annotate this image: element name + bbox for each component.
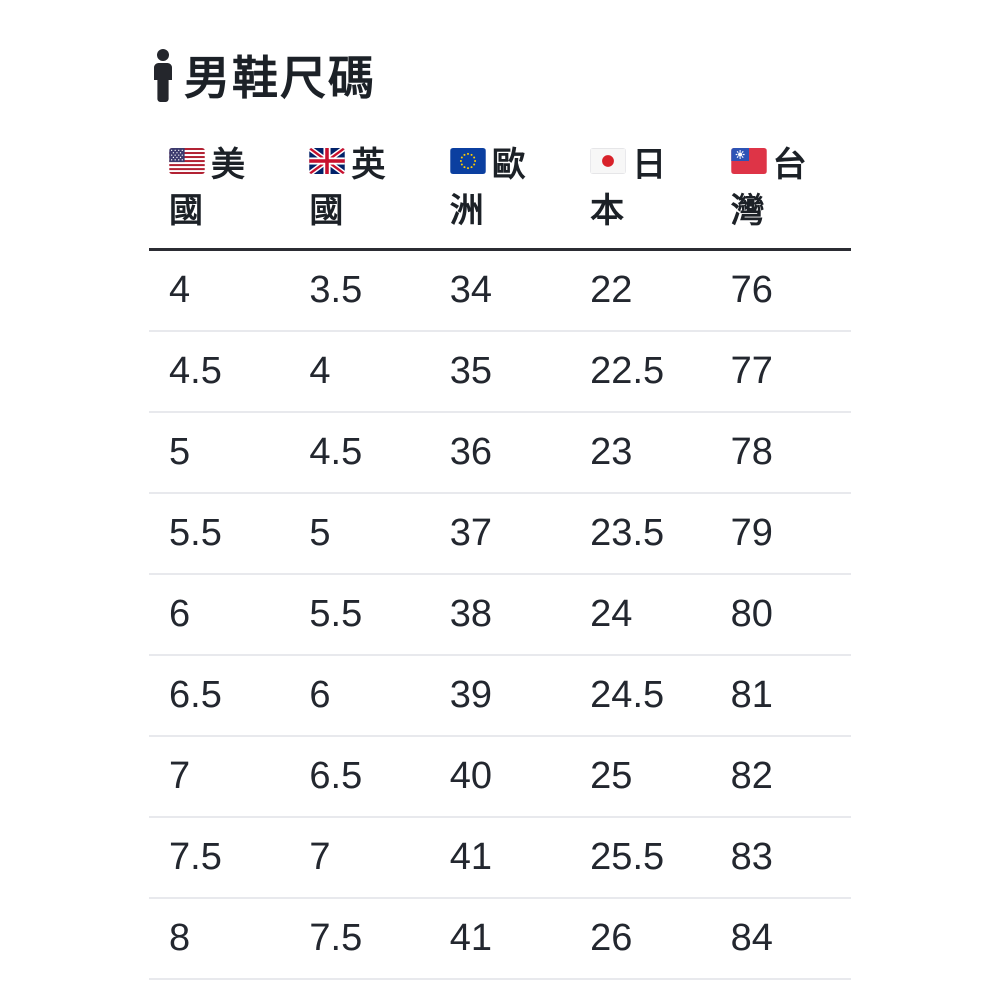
column-header-label: 國	[169, 192, 203, 230]
table-cell: 4	[289, 330, 430, 413]
column-header-label: 灣	[730, 192, 765, 230]
table-cell: 5.5	[149, 492, 290, 575]
table-cell: 22	[570, 249, 711, 332]
table-cell: 41	[429, 897, 571, 980]
table-row: 5 4.5 36 23 78	[149, 411, 851, 494]
table-cell: 80	[710, 573, 851, 656]
us-flag	[169, 148, 205, 174]
table-cell: 4.5	[289, 411, 430, 494]
column-header-label: 美	[211, 145, 245, 184]
table-cell: 25.5	[570, 816, 711, 899]
table-cell: 41	[429, 816, 571, 899]
table-cell: 83	[710, 816, 851, 899]
table-row: 4.5 4 35 22.5 77	[149, 330, 851, 413]
jp-flag	[590, 148, 626, 174]
tw-flag	[730, 148, 767, 174]
table-cell: 25	[570, 735, 711, 818]
table-row: 8 7.5 41 26 84	[149, 897, 851, 980]
eu-flag	[450, 148, 486, 174]
table-cell: 24.5	[570, 654, 711, 737]
table-cell: 38	[429, 573, 571, 656]
table-cell: 6.5	[149, 654, 290, 737]
table-row: 6.5 6 39 24.5 81	[149, 654, 851, 737]
section-title-text: 男鞋尺碼	[184, 52, 376, 104]
table-cell: 23.5	[570, 492, 711, 575]
column-header-tw: 台灣	[710, 136, 851, 251]
table-cell: 77	[710, 330, 851, 413]
table-cell: 5	[289, 492, 430, 575]
table-cell: 4	[149, 249, 290, 332]
table-cell: 26	[570, 897, 711, 980]
table-cell: 7.5	[289, 897, 430, 980]
table-cell: 5.5	[289, 573, 430, 656]
column-header-label: 日	[632, 145, 667, 184]
table-cell: 7.5	[149, 816, 290, 899]
column-header-uk: 英國	[289, 136, 430, 251]
table-cell: 8	[149, 897, 290, 980]
table-cell: 6	[149, 573, 290, 656]
table-cell: 6.5	[289, 735, 430, 818]
uk-flag	[309, 148, 346, 174]
size-table: 美國英國歐洲日本台灣 4 3.5 34 22 76 4.5 4 35 22.5 77 5 4.5 36 2…	[149, 136, 851, 980]
table-cell: 79	[710, 492, 851, 575]
column-header-jp: 日本	[570, 136, 711, 251]
column-header-label: 台	[772, 145, 807, 184]
size-chart-section: 男鞋尺碼 美國英國歐洲日本台灣 4 3.5 34 22 76 4.5 4 35 22.5 77 5 4…	[149, 0, 851, 980]
table-cell: 24	[570, 573, 711, 656]
header-row: 美國英國歐洲日本台灣	[149, 136, 851, 251]
column-header-label: 英	[351, 145, 386, 184]
column-header-label: 本	[590, 192, 625, 230]
table-row: 7 6.5 40 25 82	[149, 735, 851, 818]
table-cell: 39	[429, 654, 571, 737]
table-cell: 23	[570, 411, 711, 494]
table-cell: 76	[710, 249, 851, 332]
table-row: 4 3.5 34 22 76	[149, 249, 851, 332]
column-header-label: 歐	[491, 145, 526, 184]
section-title: 男鞋尺碼	[149, 46, 851, 104]
table-cell: 3.5	[289, 249, 430, 332]
table-cell: 35	[429, 330, 571, 413]
table-cell: 40	[429, 735, 571, 818]
table-row: 5.5 5 37 23.5 79	[149, 492, 851, 575]
column-header-us: 美國	[149, 136, 290, 251]
man-icon	[149, 48, 177, 102]
table-cell: 5	[149, 411, 290, 494]
table-cell: 78	[710, 411, 851, 494]
table-cell: 6	[289, 654, 430, 737]
table-cell: 37	[429, 492, 571, 575]
column-header-eu: 歐洲	[429, 136, 571, 251]
table-cell: 7	[289, 816, 430, 899]
table-cell: 34	[429, 249, 571, 332]
table-row: 7.5 7 41 25.5 83	[149, 816, 851, 899]
table-cell: 81	[710, 654, 851, 737]
table-cell: 84	[710, 897, 851, 980]
table-cell: 7	[149, 735, 290, 818]
table-cell: 22.5	[570, 330, 711, 413]
table-row: 6 5.5 38 24 80	[149, 573, 851, 656]
column-header-label: 國	[309, 192, 344, 230]
column-header-label: 洲	[449, 192, 484, 230]
table-cell: 82	[710, 735, 851, 818]
table-cell: 36	[429, 411, 571, 494]
table-cell: 4.5	[149, 330, 290, 413]
